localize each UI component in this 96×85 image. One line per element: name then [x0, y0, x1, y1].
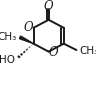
Polygon shape [19, 36, 34, 44]
Text: CH₃: CH₃ [0, 32, 17, 41]
Text: O: O [44, 0, 53, 13]
Text: O: O [49, 45, 59, 58]
Text: CH₃: CH₃ [80, 46, 96, 56]
Text: HO: HO [0, 55, 15, 65]
Text: O: O [24, 21, 33, 34]
